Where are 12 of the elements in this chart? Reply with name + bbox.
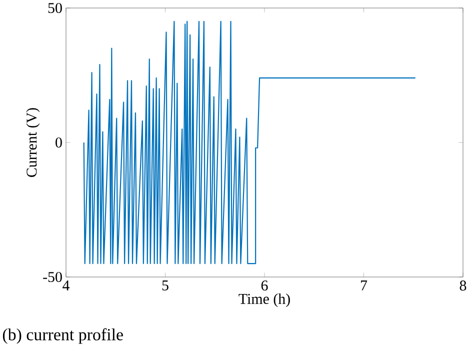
x-tick-label: 7 xyxy=(361,280,368,290)
x-axis-title: Time (h) xyxy=(238,293,290,307)
x-tick-label: 4 xyxy=(62,280,70,290)
x-tick-label: 8 xyxy=(460,280,466,291)
x-tick-label: 5 xyxy=(162,280,168,290)
y-tick-label: -50 xyxy=(43,272,62,282)
y-tick-label: 0 xyxy=(56,137,62,148)
x-tick-label: 6 xyxy=(261,280,268,291)
text: (b) current profile xyxy=(2,328,123,344)
line-series xyxy=(83,20,416,264)
y-axis-title: Current (V) xyxy=(26,108,40,177)
y-tick-label: 50 xyxy=(48,2,62,14)
